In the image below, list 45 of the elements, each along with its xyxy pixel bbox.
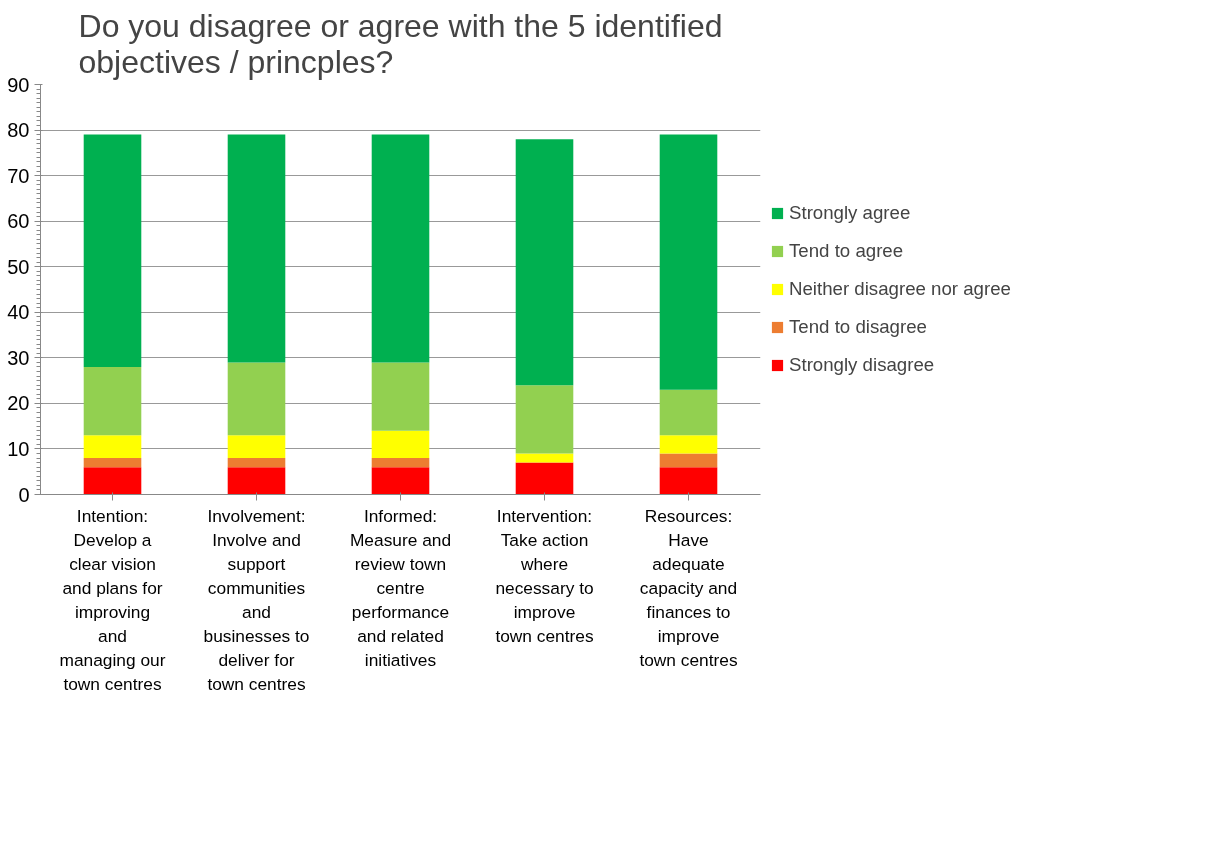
bar xyxy=(227,362,286,436)
bar xyxy=(659,435,718,454)
x-tick-label: Involvement: Involve and support communities and businesses to deliver for town centres xyxy=(203,505,310,694)
bar xyxy=(659,134,718,390)
legend-label: Strongly disagree xyxy=(789,354,935,376)
bar xyxy=(659,453,718,468)
bar xyxy=(83,467,142,495)
y-tick-label: 10 xyxy=(7,437,30,460)
bar xyxy=(659,389,718,436)
bar xyxy=(227,435,286,459)
bar xyxy=(371,134,430,363)
y-tick-label: 0 xyxy=(18,483,30,506)
bar xyxy=(515,462,574,495)
bar xyxy=(83,435,142,459)
legend-label: Neither disagree nor agree xyxy=(789,278,1011,300)
bar xyxy=(227,458,286,468)
x-tick-label: Informed: Measure and review town centre performance and related initiatives xyxy=(349,505,452,670)
y-tick-label: 50 xyxy=(7,255,30,278)
legend-label: Tend to agree xyxy=(789,240,904,262)
bar xyxy=(371,467,430,495)
bar xyxy=(515,453,574,463)
x-tick-label: Intention: Develop a clear vision and plans for improving and managing our town centres xyxy=(59,505,166,694)
bar xyxy=(515,139,574,386)
bar xyxy=(83,458,142,468)
bar xyxy=(371,458,430,468)
y-tick-label: 20 xyxy=(7,392,30,415)
legend-label: Tend to disagree xyxy=(789,316,927,338)
bar xyxy=(515,385,574,454)
y-tick-label: 70 xyxy=(7,164,30,187)
x-tick-label: Resources: Have adequate capacity and finances to improve town centres xyxy=(639,505,738,670)
legend-label: Strongly agree xyxy=(789,202,911,224)
y-tick-label: 30 xyxy=(7,346,30,369)
x-tick-label: Intervention: Take action where necessary to improve town centres xyxy=(495,505,594,646)
bar xyxy=(371,362,430,431)
bar xyxy=(227,467,286,495)
bar xyxy=(83,366,142,436)
chart-title: Do you disagree or agree with the 5 identified objectives / princples? xyxy=(78,7,723,80)
bar xyxy=(227,134,286,363)
bar xyxy=(659,467,718,495)
bar xyxy=(83,134,142,367)
bar xyxy=(371,430,430,459)
y-tick-label: 90 xyxy=(7,73,30,96)
y-tick-label: 60 xyxy=(7,210,30,233)
y-tick-label: 80 xyxy=(7,119,30,142)
y-tick-label: 40 xyxy=(7,301,30,324)
